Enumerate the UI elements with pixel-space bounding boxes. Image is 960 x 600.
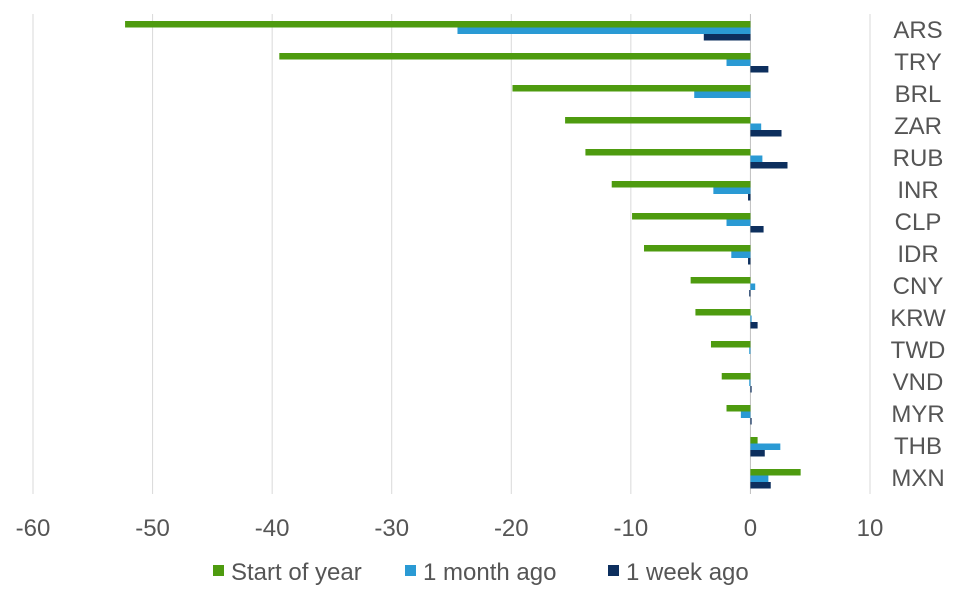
bar-rub-series-3: [750, 162, 788, 169]
bar-vnd-series-3: [750, 386, 752, 393]
bar-vnd-series-2: [749, 379, 751, 386]
bar-rub-series-1: [585, 149, 751, 156]
bar-vnd-series-1: [721, 373, 751, 380]
legend-swatch: [608, 565, 619, 576]
bar-myr-series-3: [750, 418, 752, 425]
category-labels: ARS TRY BRL ZAR RUB INR CLP IDR CNY KRW TWD VND MYR T…: [890, 17, 946, 492]
category-label: KRW: [890, 305, 946, 332]
bars: [125, 21, 801, 489]
bar-clp-series-2: [726, 219, 751, 226]
bar-mxn-series-3: [750, 482, 771, 489]
bar-inr-series-1: [611, 181, 751, 188]
bar-brl-series-2: [694, 91, 751, 98]
x-tick-label: -10: [614, 515, 649, 542]
bar-thb-series-3: [750, 450, 765, 457]
bar-try-series-3: [750, 66, 769, 73]
legend-item[interactable]: 1 month ago: [405, 559, 556, 586]
bar-zar-series-1: [565, 117, 751, 124]
bar-idr-series-1: [644, 245, 751, 252]
bar-clp-series-3: [750, 226, 764, 233]
legend-swatch: [213, 565, 224, 576]
x-tick-label: -60: [16, 515, 51, 542]
category-label: ARS: [893, 17, 942, 44]
bar-clp-series-1: [632, 213, 751, 220]
bar-zar-series-2: [750, 123, 762, 130]
x-tick-label: 0: [744, 515, 757, 542]
legend-label: 1 month ago: [423, 559, 556, 586]
bar-twd-series-2: [749, 347, 751, 354]
bar-krw-series-1: [695, 309, 751, 316]
bar-brl-series-1: [512, 85, 751, 92]
bar-idr-series-2: [731, 251, 751, 258]
legend-swatch: [405, 565, 416, 576]
bar-inr-series-3: [748, 194, 751, 201]
bar-ars-series-1: [125, 21, 751, 28]
category-label: ZAR: [894, 113, 942, 140]
gridlines: [32, 14, 871, 494]
category-label: THB: [894, 433, 942, 460]
category-label: MXN: [891, 465, 944, 492]
bar-mxn-series-1: [750, 469, 801, 476]
legend-label: Start of year: [231, 559, 362, 586]
x-axis-tick-labels: -60 -50 -40 -30 -20 -10 0 10: [16, 515, 884, 542]
bar-zar-series-3: [750, 130, 782, 137]
category-label: MYR: [891, 401, 944, 428]
bar-krw-series-2: [750, 315, 752, 322]
bar-cny-series-2: [750, 283, 756, 290]
bar-try-series-1: [279, 53, 751, 60]
bar-try-series-2: [726, 59, 751, 66]
category-label: CNY: [893, 273, 944, 300]
x-tick-label: -50: [135, 515, 170, 542]
bar-thb-series-1: [750, 437, 758, 444]
bar-cny-series-3: [749, 290, 751, 297]
legend-label: 1 week ago: [626, 559, 749, 586]
bar-inr-series-2: [713, 187, 751, 194]
category-label: BRL: [895, 81, 942, 108]
bar-ars-series-2: [457, 27, 751, 34]
x-tick-label: 10: [857, 515, 884, 542]
bar-ars-series-3: [703, 34, 751, 41]
category-label: INR: [897, 177, 938, 204]
x-tick-label: -40: [255, 515, 290, 542]
x-tick-label: -30: [374, 515, 409, 542]
bar-rub-series-2: [750, 155, 763, 162]
x-tick-label: -20: [494, 515, 529, 542]
bar-idr-series-3: [748, 258, 751, 265]
legend-item[interactable]: 1 week ago: [608, 559, 749, 586]
bar-thb-series-2: [750, 443, 781, 450]
category-label: TRY: [894, 49, 942, 76]
bar-twd-series-1: [710, 341, 751, 348]
category-label: VND: [893, 369, 944, 396]
bar-cny-series-1: [690, 277, 751, 284]
bar-myr-series-1: [726, 405, 751, 412]
bar-myr-series-2: [740, 411, 751, 418]
legend-item[interactable]: Start of year: [213, 559, 362, 586]
bar-mxn-series-2: [750, 475, 769, 482]
bar-krw-series-3: [750, 322, 758, 329]
category-label: CLP: [895, 209, 942, 236]
category-label: RUB: [893, 145, 944, 172]
category-label: IDR: [897, 241, 938, 268]
category-label: TWD: [891, 337, 946, 364]
legend[interactable]: Start of year 1 month ago 1 week ago: [213, 559, 749, 586]
